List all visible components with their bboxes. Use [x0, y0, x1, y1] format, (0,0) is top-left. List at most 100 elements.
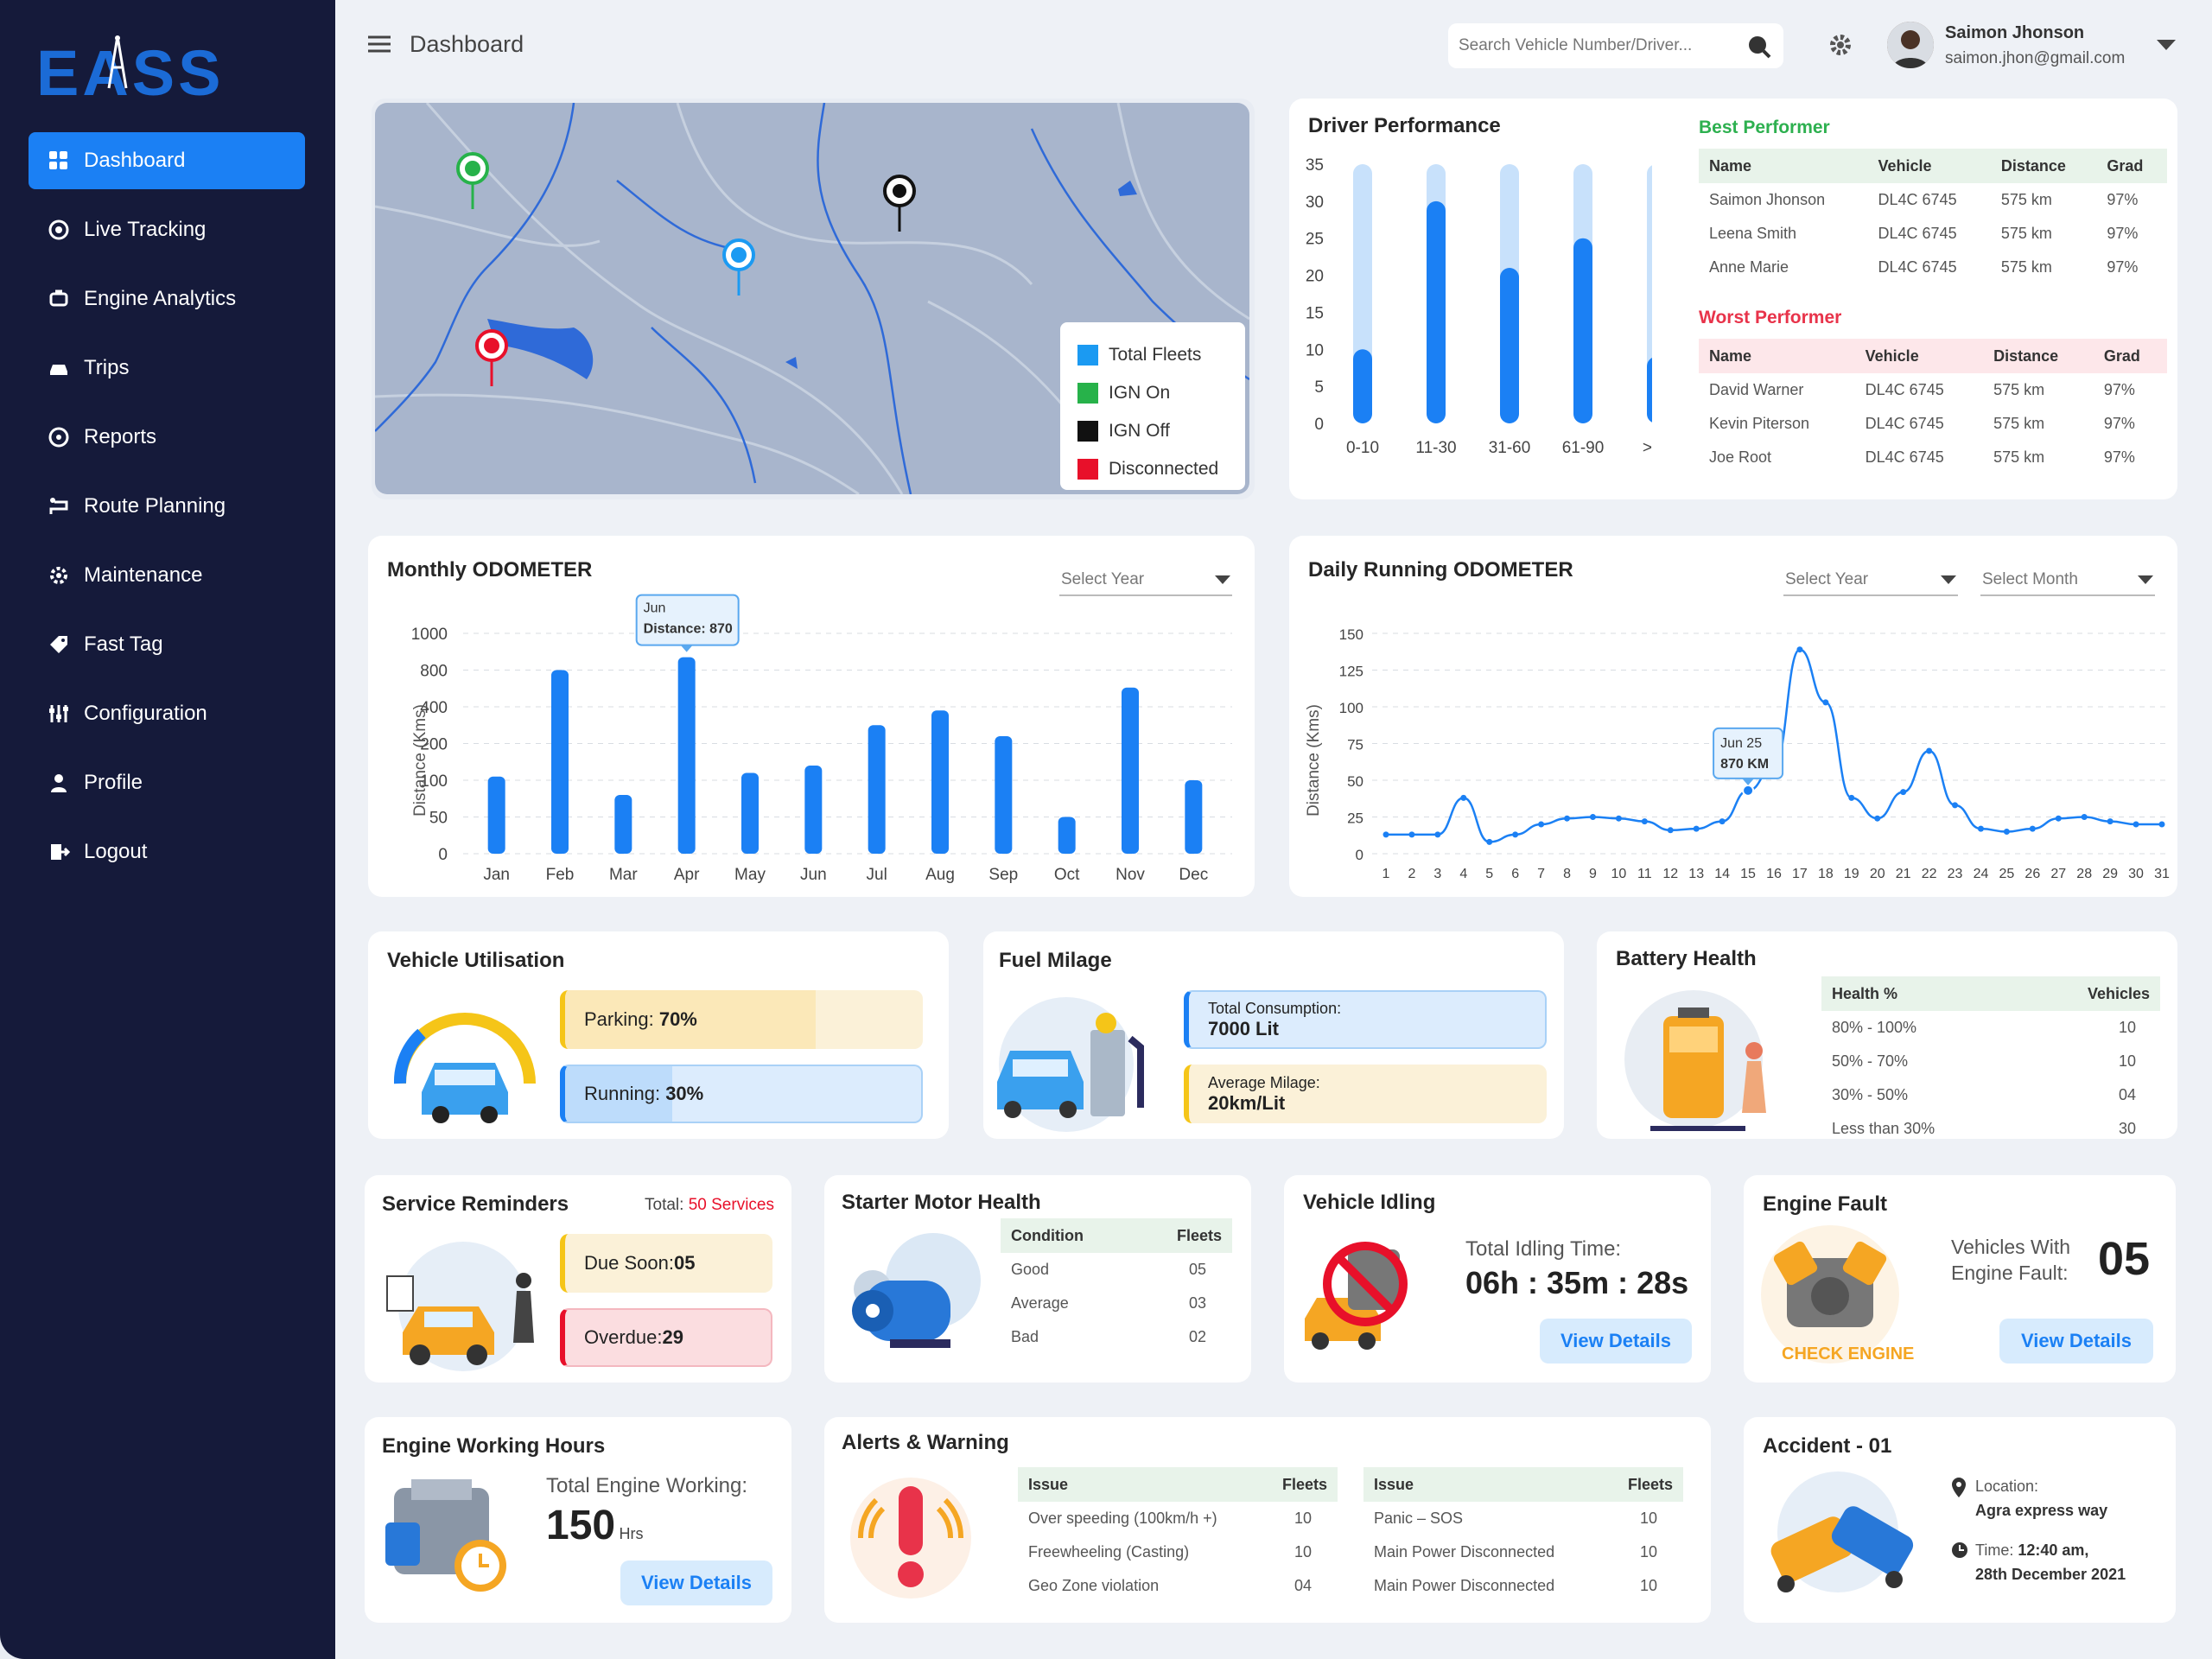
- table-row[interactable]: Saimon Jhonson DL4C 6745 575 km 97%: [1699, 183, 2167, 217]
- sidebar-item-route-planning[interactable]: Route Planning: [29, 478, 305, 535]
- y-tick-label: 5: [1314, 378, 1324, 397]
- cell: 10: [1639, 1543, 1657, 1560]
- table-row[interactable]: Leena Smith DL4C 6745 575 km 97%: [1699, 217, 2167, 251]
- chevron-down-icon[interactable]: [2157, 40, 2176, 50]
- clock-icon: [1951, 1541, 1968, 1563]
- location-value: Agra express way: [1975, 1502, 2108, 1519]
- average-milage-pill[interactable]: Average Milage: 20km/Lit: [1184, 1065, 1547, 1123]
- overdue-pill[interactable]: Overdue: 29: [560, 1308, 772, 1367]
- table-row[interactable]: Kevin Piterson DL4C 6745 575 km 97%: [1699, 407, 2167, 441]
- legend-label: IGN On: [1109, 383, 1171, 403]
- cell: 575 km: [1993, 448, 2045, 466]
- report-icon: [46, 424, 72, 450]
- parking-pill[interactable]: Parking: 70%: [560, 990, 923, 1049]
- data-point: [1434, 831, 1441, 838]
- table-row[interactable]: Main Power Disconnected 10: [1363, 1569, 1683, 1603]
- select-year-dropdown[interactable]: Select Year: [1059, 565, 1232, 596]
- select-year-dropdown[interactable]: Select Year: [1783, 565, 1958, 596]
- cell: Less than 30%: [1832, 1120, 1936, 1137]
- table-row[interactable]: Main Power Disconnected 10: [1363, 1535, 1683, 1569]
- bar: [1058, 817, 1076, 854]
- sidebar-item-configuration[interactable]: Configuration: [29, 685, 305, 742]
- table-row[interactable]: Anne Marie DL4C 6745 575 km 97%: [1699, 251, 2167, 284]
- table-row[interactable]: Freewheeling (Casting) 10: [1018, 1535, 1338, 1569]
- sidebar-item-trips[interactable]: Trips: [29, 340, 305, 397]
- table-row[interactable]: Over speeding (100km/h +) 10: [1018, 1502, 1338, 1535]
- sidebar-item-label: Route Planning: [84, 494, 226, 518]
- x-tick-label: 21: [1896, 867, 1911, 881]
- sidebar-item-logout[interactable]: Logout: [29, 823, 305, 880]
- marker-blue-icon[interactable]: [719, 238, 759, 302]
- x-tick-label: 23: [1948, 867, 1963, 881]
- engine-hours-value-wrap: 150 Hrs: [546, 1502, 644, 1549]
- marker-black-icon[interactable]: [880, 174, 919, 238]
- parking-label-text: Parking:: [584, 1008, 659, 1030]
- sidebar-item-live-tracking[interactable]: Live Tracking: [29, 201, 305, 258]
- table-row[interactable]: Good 05: [1001, 1253, 1232, 1287]
- service-total-label: Total:: [645, 1196, 689, 1214]
- menu-icon[interactable]: [368, 35, 392, 54]
- cell: 05: [1188, 1261, 1206, 1278]
- view-details-button[interactable]: View Details: [620, 1560, 772, 1605]
- x-tick-label: 27: [2050, 867, 2066, 881]
- legend-swatch: [1077, 383, 1098, 404]
- x-tick-label: 16: [1766, 867, 1782, 881]
- sidebar-item-label: Engine Analytics: [84, 287, 237, 310]
- x-tick-label: 8: [1563, 867, 1571, 881]
- marker-green-icon[interactable]: [453, 151, 493, 216]
- table-row[interactable]: 50% - 70% 10: [1821, 1045, 2160, 1078]
- search-icon[interactable]: [1747, 35, 1771, 63]
- card-title: Service Reminders: [382, 1192, 569, 1216]
- sidebar-item-profile[interactable]: Profile: [29, 754, 305, 811]
- engine-fault-value: 05: [2098, 1233, 2151, 1285]
- x-tick-label: Dec: [1179, 866, 1208, 884]
- col-header: Vehicle: [1865, 346, 1919, 365]
- x-tick-label: Oct: [1054, 866, 1080, 884]
- bar: [614, 795, 632, 854]
- due-soon-pill[interactable]: Due Soon: 05: [560, 1234, 772, 1293]
- sidebar-item-label: Trips: [84, 356, 130, 379]
- user-name: Saimon Jhonson: [1945, 23, 2085, 42]
- x-tick-label: 30: [2128, 867, 2144, 881]
- sidebar-item-dashboard[interactable]: Dashboard: [29, 132, 305, 189]
- fleet-map[interactable]: Total Fleets IGN On IGN Off Disconnected: [375, 103, 1249, 494]
- driver-performance-card: Driver Performance 0 5 10 15 20 25 30 35 0-10 11-…: [1289, 99, 2177, 499]
- sidebar-item-reports[interactable]: Reports: [29, 409, 305, 466]
- x-tick-label: Nov: [1116, 866, 1145, 884]
- table-row[interactable]: Average 03: [1001, 1287, 1232, 1320]
- y-tick-label: 100: [1339, 700, 1363, 716]
- table-row[interactable]: Panic – SOS 10: [1363, 1502, 1683, 1535]
- chevron-down-icon: [2138, 575, 2153, 584]
- y-axis-label: Distance (Kms): [1305, 704, 1323, 817]
- table-row[interactable]: 80% - 100% 10: [1821, 1011, 2160, 1045]
- sidebar-item-fast-tag[interactable]: Fast Tag: [29, 616, 305, 673]
- col-header: Grad: [2103, 346, 2140, 365]
- table-row[interactable]: Bad 02: [1001, 1320, 1232, 1354]
- table-row[interactable]: Joe Root DL4C 6745 575 km 97%: [1699, 441, 2167, 474]
- y-tick-label: 20: [1306, 268, 1324, 286]
- sidebar-item-maintenance[interactable]: Maintenance: [29, 547, 305, 604]
- running-pill[interactable]: Running: 30%: [560, 1065, 923, 1123]
- car-gauge-illustration: [387, 988, 543, 1131]
- total-consumption-pill[interactable]: Total Consumption: 7000 Lit: [1184, 990, 1547, 1049]
- sidebar-item-engine-analytics[interactable]: Engine Analytics: [29, 270, 305, 327]
- gear-icon[interactable]: [1828, 33, 1853, 61]
- table-row[interactable]: 30% - 50% 04: [1821, 1078, 2160, 1112]
- marker-red-icon[interactable]: [472, 328, 512, 393]
- fuel-milage-card: Fuel Milage Total Consumption: 7000 Lit …: [983, 931, 1564, 1139]
- view-details-button[interactable]: View Details: [1999, 1319, 2153, 1363]
- table-row[interactable]: Less than 30% 30: [1821, 1112, 2160, 1146]
- col-header: Name: [1709, 156, 1752, 175]
- select-month-dropdown[interactable]: Select Month: [1980, 565, 2155, 596]
- table-row[interactable]: David Warner DL4C 6745 575 km 97%: [1699, 373, 2167, 407]
- overdue-label: Overdue:: [584, 1326, 663, 1348]
- view-details-button[interactable]: View Details: [1540, 1319, 1692, 1363]
- search-input[interactable]: [1459, 32, 1735, 60]
- y-tick-label: 10: [1306, 341, 1324, 359]
- cell: 10: [1294, 1543, 1312, 1560]
- cell: Main Power Disconnected: [1374, 1543, 1555, 1560]
- avatar[interactable]: [1887, 22, 1934, 68]
- table-row[interactable]: Geo Zone violation 04: [1018, 1569, 1338, 1603]
- x-tick-label: 28: [2076, 867, 2092, 881]
- data-point: [2133, 821, 2139, 828]
